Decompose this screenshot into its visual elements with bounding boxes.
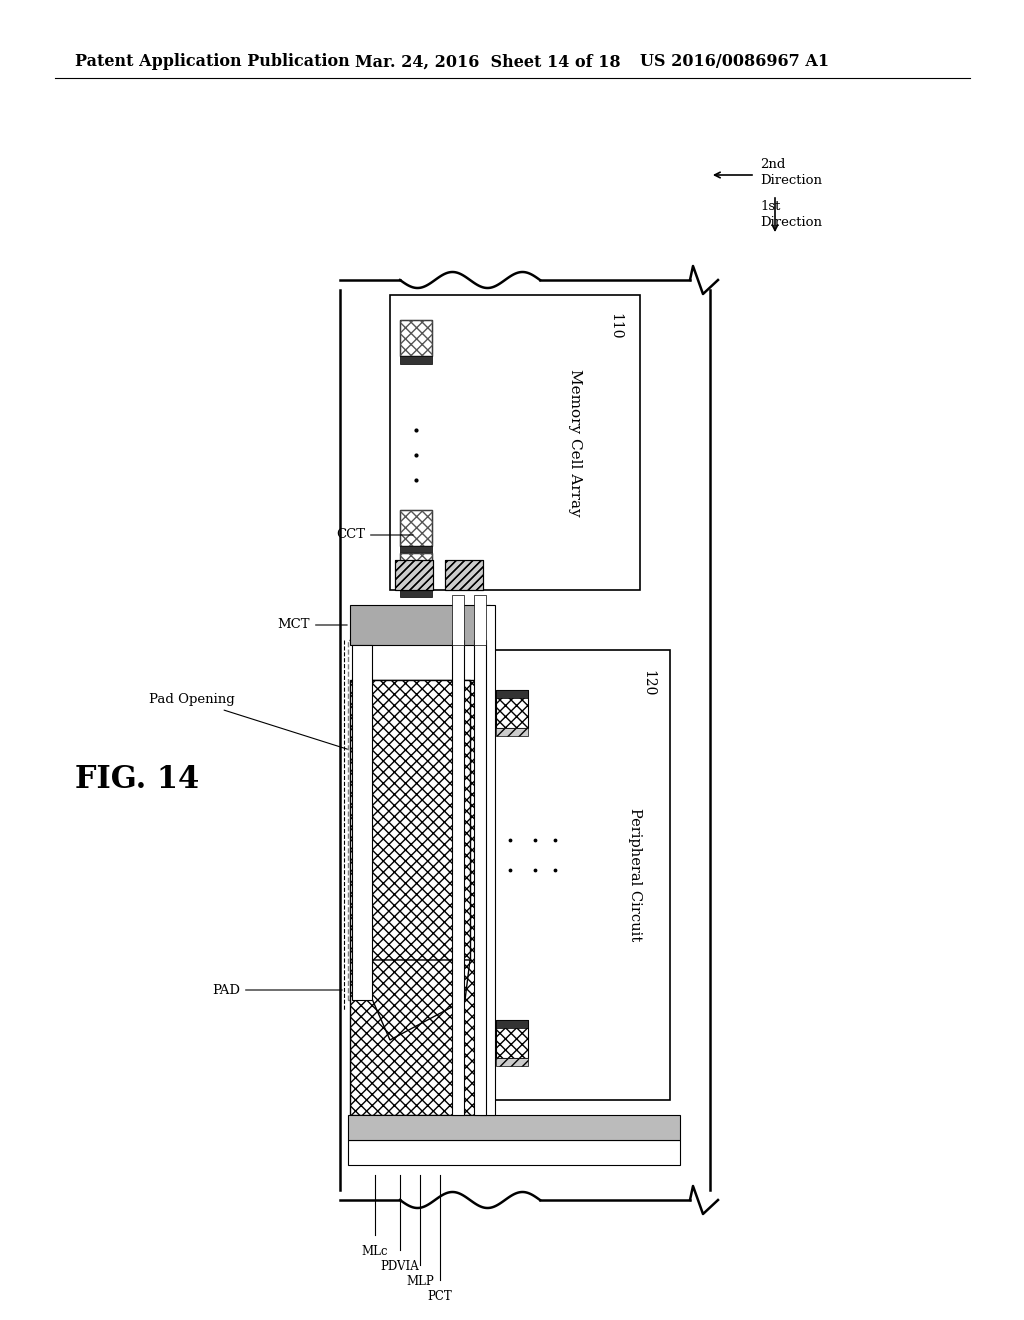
Bar	[452, 595, 464, 645]
Bar	[445, 560, 483, 590]
Bar	[445, 560, 483, 590]
Bar	[352, 645, 372, 1001]
Bar	[474, 640, 486, 1115]
Bar	[400, 510, 432, 546]
Bar	[452, 640, 464, 1115]
Text: 110: 110	[608, 313, 622, 339]
Bar	[480, 605, 495, 1115]
Text: US 2016/0086967 A1: US 2016/0086967 A1	[640, 54, 829, 70]
Bar	[355, 680, 470, 960]
Bar	[395, 560, 433, 590]
Bar	[350, 680, 475, 1115]
Text: Pad Opening: Pad Opening	[150, 693, 347, 750]
Bar	[350, 605, 490, 645]
Bar	[445, 560, 483, 590]
Polygon shape	[355, 960, 470, 1040]
Bar	[400, 319, 432, 356]
Bar	[348, 1115, 680, 1140]
Bar	[395, 560, 433, 590]
Bar	[395, 560, 433, 590]
Bar	[400, 546, 432, 554]
Text: Mar. 24, 2016  Sheet 14 of 18: Mar. 24, 2016 Sheet 14 of 18	[355, 54, 621, 70]
Bar	[390, 294, 640, 590]
Text: 2nd
Direction: 2nd Direction	[760, 158, 822, 187]
Text: Patent Application Publication: Patent Application Publication	[75, 54, 350, 70]
Bar	[400, 589, 432, 597]
Bar	[496, 1059, 528, 1067]
Bar	[400, 553, 432, 589]
Text: PDVIA: PDVIA	[381, 1261, 420, 1272]
Bar	[350, 680, 475, 1115]
Text: MLP: MLP	[407, 1275, 434, 1288]
Text: MLc: MLc	[361, 1245, 388, 1258]
Bar	[400, 356, 432, 364]
Text: CCT: CCT	[336, 528, 414, 541]
Bar	[348, 1140, 680, 1166]
Text: Peripheral Circuit: Peripheral Circuit	[628, 808, 642, 941]
Text: MCT: MCT	[278, 619, 347, 631]
Text: PCT: PCT	[428, 1290, 453, 1303]
Bar	[400, 510, 432, 546]
Text: FIG. 14: FIG. 14	[75, 764, 200, 796]
Text: 1st
Direction: 1st Direction	[760, 201, 822, 228]
Bar	[355, 680, 470, 960]
Bar	[496, 690, 528, 729]
Bar	[348, 640, 480, 1001]
Bar	[496, 1020, 528, 1059]
Bar	[474, 595, 486, 645]
Bar	[400, 553, 432, 589]
Bar	[496, 729, 528, 737]
Bar	[496, 1020, 528, 1028]
Bar	[490, 649, 670, 1100]
Text: 120: 120	[641, 671, 655, 697]
Bar	[496, 690, 528, 698]
Bar	[400, 319, 432, 356]
Text: PAD: PAD	[212, 983, 342, 997]
Text: Memory Cell Array: Memory Cell Array	[568, 368, 582, 516]
